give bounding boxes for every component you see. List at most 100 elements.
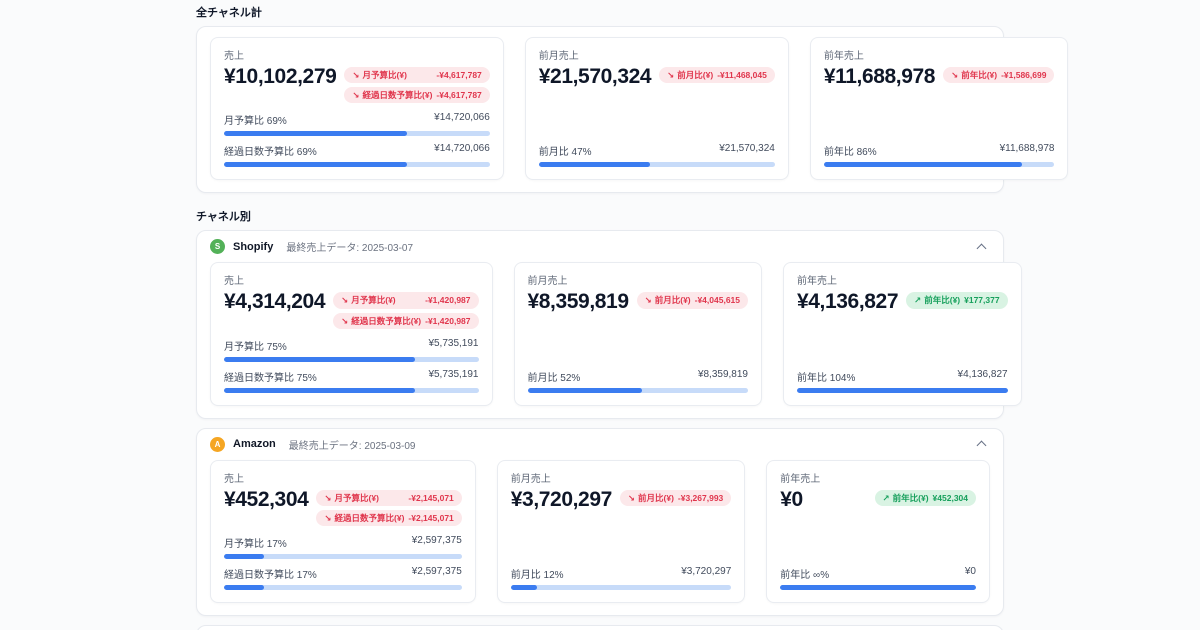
progress-row: 前年比 ∞% ¥0: [780, 566, 976, 591]
progress-bar-fill: [780, 585, 976, 591]
progress-value: ¥3,720,297: [681, 566, 732, 578]
progress-value: ¥14,720,066: [434, 143, 490, 155]
progress-label: 前月比 12%: [510, 570, 564, 582]
progress-bar-fill: [224, 131, 408, 137]
progress-bar-fill: [538, 162, 650, 168]
progress-bar: [823, 162, 1055, 168]
channel-prev-month-card: 前月売上 ¥8,359,819 ↘ 前月比(¥) -¥4,045,615 前月比 …: [513, 262, 762, 406]
metric-value: ¥21,570,324: [538, 65, 652, 88]
delta-badge: ↘ 前月比(¥) -¥4,045,615: [636, 292, 748, 309]
progress-bar-fill: [510, 585, 538, 591]
summary-sales-card: 売上 ¥10,102,279 ↘ 月予算比(¥) -¥4,617,787 ↘ 経過日…: [210, 37, 504, 181]
summary-panel: 売上 ¥10,102,279 ↘ 月予算比(¥) -¥4,617,787 ↘ 経過日…: [196, 26, 1069, 194]
delta-badges: ↗ 前年比(¥) ¥452,304: [874, 489, 976, 506]
metric-value: ¥0: [780, 487, 803, 511]
progress-row: 月予算比 75% ¥5,735,191: [224, 338, 479, 362]
progress-bar: [224, 131, 490, 137]
progress-bar: [797, 387, 1008, 393]
channel-header: S Shopify 最終売上データ: 2025-03-07: [210, 239, 990, 255]
badge-label: 月予算比(¥): [334, 492, 379, 503]
chevron-up-icon[interactable]: [974, 240, 990, 254]
chevron-up-icon[interactable]: [974, 437, 990, 451]
channel-sales-card: 売上 ¥452,304 ↘ 月予算比(¥) -¥2,145,071 ↘ 経過日数予算…: [210, 459, 476, 604]
summary-section-title: 全チャネル計: [196, 7, 262, 19]
metric-label: 前年売上: [780, 473, 821, 485]
progress-label: 経過日数予算比 69%: [224, 147, 317, 159]
progress-value: ¥5,735,191: [428, 337, 479, 349]
badge-label: 前月比(¥): [677, 70, 714, 80]
metric-label: 前月売上: [527, 276, 568, 288]
progress-value: ¥14,720,066: [434, 112, 490, 124]
progress-label: 前年比 ∞%: [780, 570, 830, 582]
progress-row: 経過日数予算比 69% ¥14,720,066: [224, 143, 490, 168]
progress-value: ¥21,570,324: [719, 143, 775, 155]
channel-panel-shopify: S Shopify 最終売上データ: 2025-03-07 売上 ¥4,314,…: [196, 230, 1022, 419]
delta-badges: ↘ 月予算比(¥) -¥4,617,787 ↘ 経過日数予算比(¥) -¥4,617…: [344, 67, 490, 104]
badge-label: 月予算比(¥): [362, 70, 407, 80]
progress-row: 前年比 86% ¥11,688,978: [823, 143, 1055, 168]
amazon-channel-icon: A: [210, 436, 225, 452]
delta-badge: ↘ 前年比(¥) -¥1,586,699: [943, 67, 1055, 84]
progress-value: ¥0: [964, 566, 976, 578]
progress-value: ¥4,136,827: [957, 368, 1008, 380]
channel-sales-card: 売上 ¥4,314,204 ↘ 月予算比(¥) -¥1,420,987 ↘ 経過日数…: [210, 262, 493, 406]
last-sales-data-label: 最終売上データ: 2025-03-07: [286, 243, 414, 255]
progress-label: 前月比 47%: [538, 147, 592, 159]
trend-down-icon: ↘: [324, 492, 332, 503]
progress-label: 前月比 52%: [527, 372, 581, 384]
channel-name: Shopify: [233, 240, 274, 253]
channel-header: A Amazon 最終売上データ: 2025-03-09: [210, 436, 990, 452]
progress-label: 月予算比 69%: [224, 116, 287, 128]
progress-bar-fill: [224, 585, 265, 591]
progress-row: 経過日数予算比 75% ¥5,735,191: [224, 369, 479, 393]
trend-down-icon: ↘: [324, 512, 332, 523]
progress-bar-fill: [527, 387, 643, 393]
channel-prev-year-card: 前年売上 ¥0 ↗ 前年比(¥) ¥452,304 前年比 ∞% ¥0: [766, 459, 990, 604]
delta-badges: ↘ 前月比(¥) -¥3,267,993: [619, 489, 732, 506]
progress-value: ¥5,735,191: [428, 368, 479, 380]
dashboard: 全チャネル計 売上 ¥10,102,279 ↘ 月予算比(¥) -¥4,617,7…: [196, 0, 1069, 630]
delta-badges: ↘ 月予算比(¥) -¥2,145,071 ↘ 経過日数予算比(¥) -¥2,145…: [316, 489, 462, 527]
badge-amount: -¥1,420,987: [425, 295, 471, 306]
delta-badge: ↘ 経過日数予算比(¥) -¥1,420,987: [333, 312, 479, 329]
trend-up-icon: ↗: [882, 492, 890, 503]
delta-badges: ↘ 前月比(¥) -¥11,468,045: [659, 67, 775, 84]
badge-label: 前年比(¥): [961, 70, 998, 80]
metric-value: ¥3,720,297: [510, 487, 613, 511]
trend-down-icon: ↘: [352, 70, 360, 80]
last-sales-data-label: 最終売上データ: 2025-03-09: [288, 440, 416, 452]
delta-badge: ↗ 前年比(¥) ¥452,304: [874, 489, 976, 506]
progress-bar-fill: [224, 162, 408, 168]
delta-badge: ↘ 前月比(¥) -¥11,468,045: [659, 67, 775, 84]
metric-label: 前月売上: [510, 473, 551, 485]
progress-bar: [224, 554, 462, 560]
progress-bar: [780, 585, 976, 591]
progress-bar: [224, 162, 490, 168]
trend-down-icon: ↘: [352, 90, 360, 101]
progress-row: 前月比 12% ¥3,720,297: [510, 566, 732, 591]
summary-prev-year-card: 前年売上 ¥11,688,978 ↘ 前年比(¥) -¥1,586,699 前年比…: [809, 37, 1069, 181]
badge-amount: ¥452,304: [932, 492, 968, 503]
delta-badge: ↘ 前月比(¥) -¥3,267,993: [619, 489, 732, 506]
trend-down-icon: ↘: [951, 70, 959, 80]
badge-label: 月予算比(¥): [351, 295, 396, 306]
badge-amount: -¥4,617,787: [436, 70, 482, 80]
badge-label: 経過日数予算比(¥): [362, 90, 433, 101]
progress-label: 前年比 104%: [797, 372, 856, 384]
progress-label: 月予算比 75%: [224, 341, 287, 353]
metric-value: ¥452,304: [224, 487, 309, 511]
badge-amount: -¥1,586,699: [1001, 70, 1047, 80]
metric-value: ¥4,314,204: [224, 290, 326, 314]
badge-amount: -¥3,267,993: [677, 492, 724, 503]
channel-prev-year-card: 前年売上 ¥4,136,827 ↗ 前年比(¥) ¥177,377 前年比 104…: [783, 262, 1022, 406]
metric-label: 前年売上: [823, 51, 864, 62]
trend-down-icon: ↘: [341, 295, 349, 306]
metric-label: 売上: [224, 473, 244, 485]
badge-label: 経過日数予算比(¥): [351, 315, 422, 326]
delta-badges: ↘ 前年比(¥) -¥1,586,699: [943, 67, 1055, 84]
trend-up-icon: ↗: [914, 295, 922, 306]
progress-row: 前月比 47% ¥21,570,324: [538, 143, 775, 168]
progress-bar: [538, 162, 775, 168]
metric-label: 前年売上: [797, 276, 837, 288]
progress-label: 経過日数予算比 17%: [224, 570, 317, 582]
